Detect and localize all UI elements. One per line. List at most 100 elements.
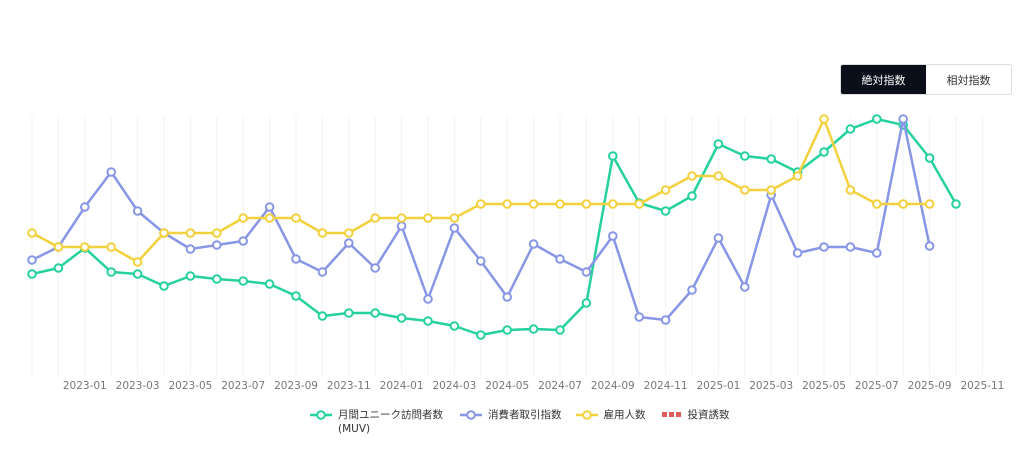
point (555, 199, 565, 209)
x-tick-label: 2025-11 (960, 380, 1004, 392)
x-tick-label: 2024-05 (485, 380, 529, 392)
point (872, 248, 882, 258)
point (792, 248, 803, 258)
point (581, 199, 592, 209)
view-toggle: 絶対指数 相対指数 (840, 64, 1012, 95)
legend-item[interactable]: 雇用人数 (575, 408, 646, 422)
point (370, 308, 381, 318)
point (924, 153, 935, 163)
x-tick-label: 2025-07 (855, 380, 899, 392)
point (423, 316, 433, 326)
legend-item[interactable]: 消費者取引指数 (460, 408, 562, 422)
point (766, 154, 777, 164)
x-tick-label: 2024-03 (432, 380, 476, 392)
legend-icon (460, 410, 482, 420)
legend-icon (661, 412, 681, 417)
x-tick-label: 2023-05 (168, 380, 212, 392)
point (80, 202, 90, 212)
x-tick-label: 2023-11 (327, 380, 371, 392)
point (80, 242, 90, 252)
point (106, 167, 116, 177)
point (396, 213, 407, 223)
point (660, 315, 671, 325)
point (502, 292, 513, 302)
point (872, 199, 882, 209)
legend-label: 雇用人数 (603, 409, 646, 421)
x-tick-label: 2025-05 (802, 380, 846, 392)
point (740, 185, 750, 195)
x-tick-label: 2023-03 (116, 380, 160, 392)
point (581, 267, 592, 277)
point (27, 228, 37, 238)
legend-icon (310, 410, 332, 420)
toggle-relative[interactable]: 相対指数 (926, 65, 1011, 94)
point (634, 312, 645, 322)
x-tick-label: 2024-11 (644, 380, 688, 392)
point (238, 213, 248, 223)
legend-item[interactable]: 投資誘致 (660, 408, 730, 422)
point (502, 199, 513, 209)
point (212, 274, 222, 284)
point (924, 199, 935, 209)
point (660, 185, 671, 195)
toggle-absolute[interactable]: 絶対指数 (841, 65, 926, 94)
x-tick-label: 2024-09 (591, 380, 635, 392)
legend-icon (575, 410, 598, 420)
point (185, 228, 196, 238)
point (476, 256, 486, 266)
point (634, 199, 645, 209)
point (660, 206, 671, 216)
point (819, 147, 829, 157)
x-tick-label: 2025-01 (696, 380, 740, 392)
point (264, 202, 275, 212)
point (238, 236, 248, 246)
point (291, 254, 301, 264)
point (713, 233, 724, 243)
point (317, 311, 328, 321)
legend-swatch (661, 412, 667, 417)
legend-item[interactable]: 月間ユニーク訪問者数 (MUV) (310, 408, 446, 436)
series-line (31, 117, 958, 337)
point (713, 171, 724, 181)
x-tick-label: 2025-03 (749, 380, 793, 392)
point (608, 151, 618, 161)
point (687, 285, 697, 295)
point (687, 191, 697, 201)
point (608, 231, 618, 241)
point (423, 213, 433, 223)
point (370, 213, 381, 223)
point (396, 221, 407, 231)
point (819, 242, 829, 252)
point (159, 281, 169, 291)
point (264, 213, 275, 223)
point (449, 213, 460, 223)
point (317, 228, 328, 238)
point (792, 171, 803, 181)
legend-dot (316, 410, 326, 420)
point (53, 242, 64, 252)
x-tick-label: 2023-07 (221, 380, 265, 392)
x-tick-label: 2023-09 (274, 380, 318, 392)
x-tick-label: 2023-01 (63, 380, 107, 392)
point (159, 228, 169, 238)
point (740, 282, 750, 292)
chart: 2023-01 2023-03 2023-05 2023-07 2023-09 2023-… (27, 114, 1004, 392)
x-tick-label: 2025-09 (908, 380, 952, 392)
point (449, 321, 460, 331)
point (898, 114, 909, 124)
point (476, 330, 486, 340)
point (291, 291, 301, 301)
point (872, 114, 882, 124)
point (845, 242, 856, 252)
legend-dot (466, 410, 476, 420)
point (370, 263, 381, 273)
point (53, 263, 64, 273)
point (555, 254, 565, 264)
point (898, 199, 909, 209)
point (396, 313, 407, 323)
point (264, 279, 275, 289)
point (581, 298, 592, 308)
point (212, 228, 222, 238)
point (106, 267, 116, 277)
point (476, 199, 486, 209)
